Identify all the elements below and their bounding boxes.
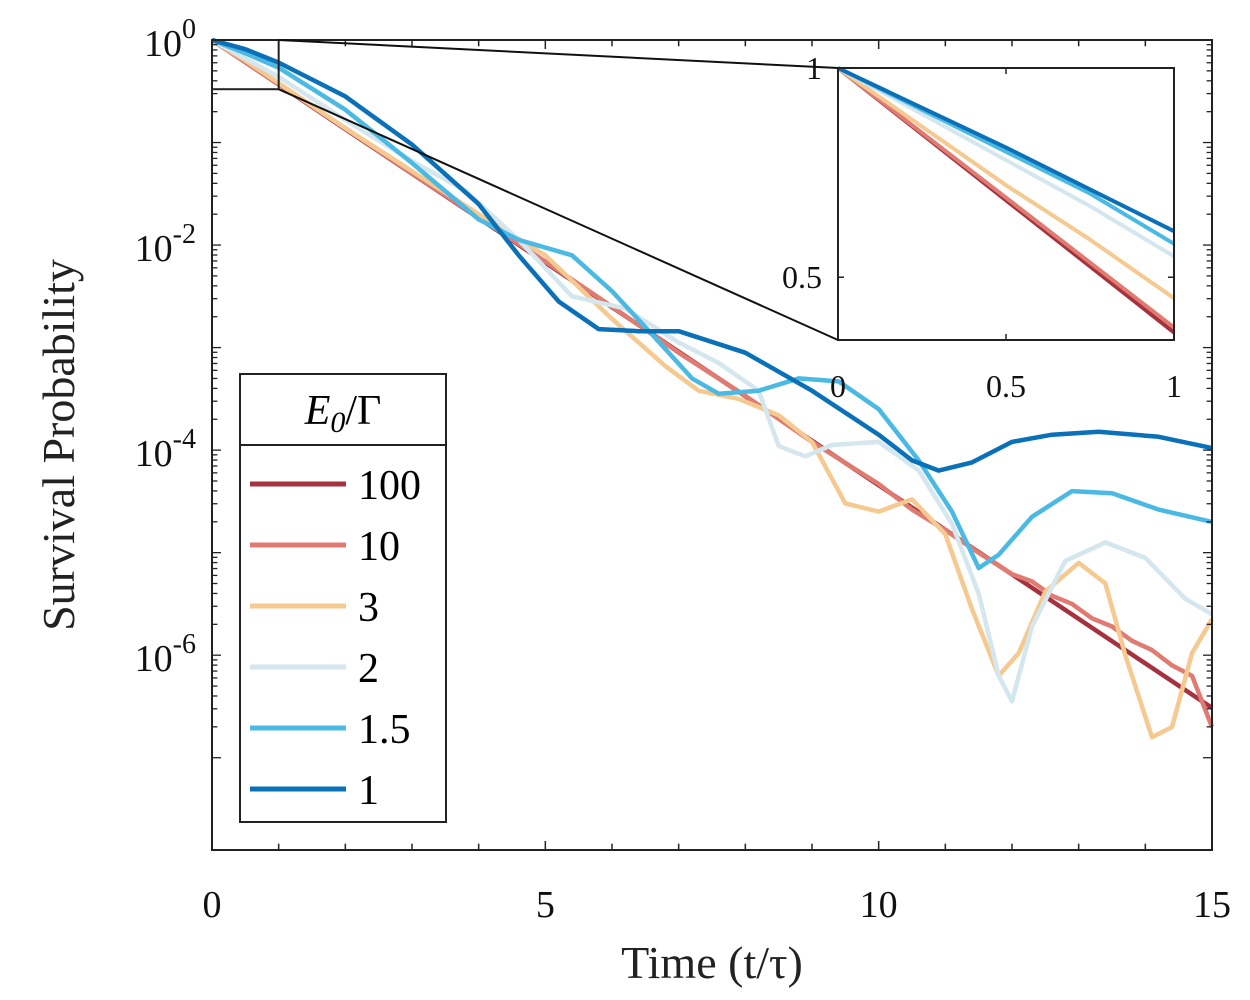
legend-label: 2 [358,646,379,692]
main-x-tick-labels: 0 5 10 15 [203,884,1232,926]
legend-entry-2: 2 [250,646,379,692]
y-tick-exponent: -6 [173,629,196,660]
inset-y-tick-label: 0.5 [782,259,822,295]
x-axis-title: Time (t/τ) [621,937,803,988]
y-tick-label: 10-4 [135,424,196,475]
inset-series-line-10 [836,66,1176,329]
y-tick-exponent: -2 [173,219,196,250]
zoom-connector-top [278,39,839,69]
inset-y-tick-label: 1 [806,50,822,86]
legend-entry-3: 3 [250,585,379,631]
y-tick-base: 10 [135,228,173,270]
legend: E0/Γ 100 10 3 2 1.5 1 [239,373,447,823]
y-tick-exponent: -4 [173,424,196,455]
legend-title: E0/Γ [304,388,382,439]
y-tick-label: 10-6 [135,629,196,680]
legend-label: 1 [358,768,379,814]
x-tick-label: 5 [536,884,555,926]
legend-entries: 100 10 3 2 1.5 1 [250,463,421,814]
x-tick-label: 0 [203,884,222,926]
zoom-connector-bottom [278,88,839,341]
inset-ticks-group [837,67,1175,340]
legend-box [239,373,447,823]
inset-series-line-2 [837,66,1176,259]
inset-x-tick-labels: 0 0.5 1 [830,368,1182,404]
y-tick-label: 100 [144,14,196,65]
legend-title-rest: /Γ [345,388,381,434]
series-line-1-5 [211,37,1213,571]
y-tick-label: 10-2 [135,219,196,270]
legend-entry-1-5: 1.5 [250,707,411,753]
inset-series-group [836,66,1176,335]
legend-label: 1.5 [358,707,411,753]
y-tick-base: 10 [144,23,182,65]
y-axis-title-text: Survival Probability [33,259,84,631]
inset-series-line-3 [836,66,1176,300]
x-tick-label: 10 [860,884,898,926]
legend-entry-1: 1 [250,768,379,814]
legend-title-main: E [304,388,331,434]
zoom-indicator [211,39,839,341]
zoom-box [211,39,280,91]
inset-x-tick-label: 0 [830,368,846,404]
legend-label: 100 [358,463,421,509]
inset-series-line-1 [837,66,1175,233]
legend-entry-10: 10 [250,524,400,570]
main-series-group [210,37,1215,740]
legend-label: 10 [358,524,400,570]
main-ticks-group [211,39,1213,850]
inset-y-tick-labels: 0.51 [782,50,822,295]
y-axis-title: Survival Probability [33,259,84,631]
inset-x-tick-label: 0.5 [986,368,1026,404]
y-tick-base: 10 [135,638,173,680]
y-tick-base: 10 [135,433,173,475]
legend-label: 3 [358,585,379,631]
series-line-1 [211,37,1213,473]
x-tick-label: 15 [1193,884,1231,926]
main-plot-frame [211,39,1213,851]
legend-entry-100: 100 [250,463,421,509]
inset-plot: 0 0.5 1 0.51 [782,50,1182,404]
legend-title-sub: 0 [330,406,345,439]
series-line-2 [210,38,1214,704]
inset-x-tick-label: 1 [1166,368,1182,404]
x-axis-title-text: Time (t/τ) [621,937,803,988]
y-tick-exponent: 0 [182,14,196,45]
